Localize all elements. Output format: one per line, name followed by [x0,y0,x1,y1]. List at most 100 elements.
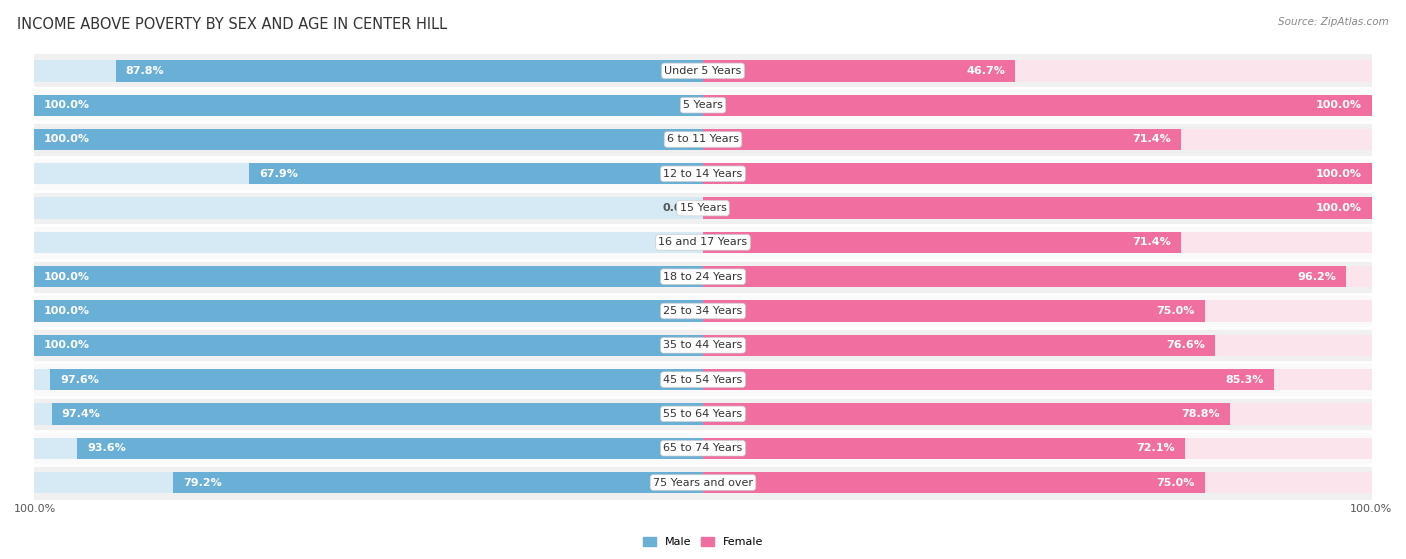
Text: 35 to 44 Years: 35 to 44 Years [664,340,742,350]
Text: 75.0%: 75.0% [1156,477,1195,487]
Bar [34,369,703,390]
Bar [703,300,1205,321]
Text: 97.4%: 97.4% [62,409,100,419]
Text: 97.6%: 97.6% [60,375,98,385]
Text: 18 to 24 Years: 18 to 24 Years [664,272,742,282]
Bar [115,60,703,82]
Text: 55 to 64 Years: 55 to 64 Years [664,409,742,419]
Text: 78.8%: 78.8% [1181,409,1220,419]
Bar [703,129,1181,150]
Bar [703,232,1181,253]
Text: 100.0%: 100.0% [44,272,90,282]
Bar [34,431,1372,465]
Text: 100.0%: 100.0% [44,306,90,316]
Bar [34,328,1372,362]
Bar [34,122,1372,157]
Text: 79.2%: 79.2% [183,477,222,487]
Text: 85.3%: 85.3% [1225,375,1264,385]
Bar [34,225,1372,259]
Bar [703,300,1372,321]
Bar [703,266,1372,287]
Text: 65 to 74 Years: 65 to 74 Years [664,443,742,453]
Text: 100.0%: 100.0% [1316,203,1362,213]
Text: 12 to 14 Years: 12 to 14 Years [664,169,742,179]
Text: 46.7%: 46.7% [966,66,1005,76]
Bar [34,266,703,287]
Bar [34,88,1372,122]
Bar [173,472,703,493]
Bar [34,54,1372,88]
Text: 75 Years and over: 75 Years and over [652,477,754,487]
Text: 15 Years: 15 Years [679,203,727,213]
Bar [703,163,1372,184]
Text: 100.0%: 100.0% [14,504,56,514]
Text: Under 5 Years: Under 5 Years [665,66,741,76]
Text: 71.4%: 71.4% [1132,238,1171,248]
Bar [34,163,703,184]
Text: 76.6%: 76.6% [1167,340,1205,350]
Bar [703,472,1205,493]
Bar [703,163,1372,184]
Bar [34,438,703,459]
Bar [703,472,1372,493]
Bar [703,94,1372,116]
Bar [34,129,703,150]
Bar [703,438,1185,459]
Bar [34,300,703,321]
Bar [703,60,1372,82]
Bar [34,397,1372,431]
Bar [52,403,703,424]
Bar [34,129,703,150]
Bar [34,232,703,253]
Text: 0.0%: 0.0% [662,203,693,213]
Text: 96.2%: 96.2% [1298,272,1337,282]
Bar [34,197,703,219]
Text: 100.0%: 100.0% [1316,169,1362,179]
Bar [34,300,703,321]
Legend: Male, Female: Male, Female [638,533,768,552]
Text: 72.1%: 72.1% [1136,443,1175,453]
Bar [34,94,703,116]
Bar [34,335,703,356]
Text: 75.0%: 75.0% [1156,306,1195,316]
Bar [703,266,1347,287]
Text: Source: ZipAtlas.com: Source: ZipAtlas.com [1278,17,1389,27]
Bar [703,369,1372,390]
Bar [34,266,703,287]
Text: INCOME ABOVE POVERTY BY SEX AND AGE IN CENTER HILL: INCOME ABOVE POVERTY BY SEX AND AGE IN C… [17,17,447,32]
Bar [51,369,703,390]
Bar [34,403,703,424]
Bar [34,465,1372,500]
Text: 100.0%: 100.0% [1350,504,1392,514]
Bar [703,438,1372,459]
Bar [703,94,1372,116]
Bar [34,157,1372,191]
Bar [249,163,703,184]
Bar [703,335,1372,356]
Bar [703,197,1372,219]
Text: 100.0%: 100.0% [44,135,90,144]
Text: 0.0%: 0.0% [662,238,693,248]
Bar [703,232,1372,253]
Text: 67.9%: 67.9% [259,169,298,179]
Bar [34,60,703,82]
Bar [34,191,1372,225]
Text: 87.8%: 87.8% [125,66,165,76]
Text: 45 to 54 Years: 45 to 54 Years [664,375,742,385]
Bar [703,60,1015,82]
Bar [34,94,703,116]
Bar [34,335,703,356]
Bar [703,129,1372,150]
Text: 16 and 17 Years: 16 and 17 Years [658,238,748,248]
Bar [34,259,1372,294]
Bar [34,472,703,493]
Bar [703,335,1215,356]
Text: 100.0%: 100.0% [1316,100,1362,110]
Text: 25 to 34 Years: 25 to 34 Years [664,306,742,316]
Bar [34,294,1372,328]
Text: 100.0%: 100.0% [44,340,90,350]
Text: 100.0%: 100.0% [44,100,90,110]
Text: 6 to 11 Years: 6 to 11 Years [666,135,740,144]
Bar [703,369,1274,390]
Text: 71.4%: 71.4% [1132,135,1171,144]
